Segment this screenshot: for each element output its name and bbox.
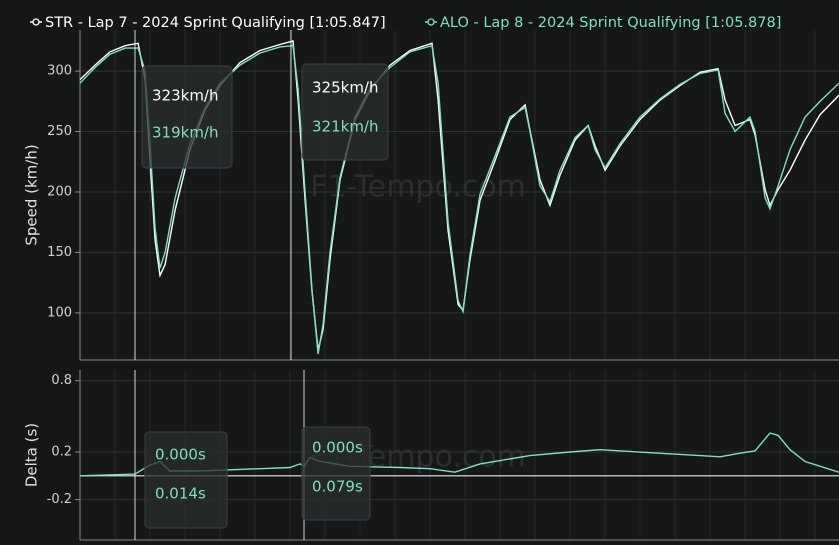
- y-tick-label: -0.2: [47, 492, 72, 507]
- tooltip-box: [301, 63, 389, 161]
- y-tick-label: 0.2: [51, 445, 72, 460]
- y-axis-label: Delta (s): [23, 423, 41, 487]
- y-tick-label: 300: [47, 64, 72, 79]
- tooltip-text: 0.014s: [155, 485, 206, 503]
- line-series: [79, 40, 839, 351]
- tooltip-text: 0.000s: [312, 439, 363, 457]
- legend-label[interactable]: STR - Lap 7 - 2024 Sprint Qualifying [1:…: [45, 15, 386, 31]
- tooltip-box: [144, 431, 228, 529]
- tooltip-text: 325km/h: [312, 79, 379, 97]
- y-tick-label: 0.8: [51, 373, 72, 388]
- y-tick-label: 100: [47, 305, 72, 320]
- legend-icon: [32, 18, 40, 26]
- tooltip-text: 0.000s: [155, 446, 206, 464]
- tooltip-box: [301, 426, 371, 521]
- line-series: [79, 44, 839, 355]
- watermark: F1-Tempo.com: [310, 170, 526, 205]
- tooltip-text: 323km/h: [152, 87, 219, 105]
- tooltip-text: 0.079s: [312, 478, 363, 496]
- tooltip-text: 321km/h: [312, 118, 379, 136]
- legend-label[interactable]: ALO - Lap 8 - 2024 Sprint Qualifying [1:…: [440, 15, 781, 31]
- y-tick-label: 250: [47, 124, 72, 139]
- y-tick-label: 150: [47, 245, 72, 260]
- tooltip-box: [141, 65, 233, 169]
- legend-icon: [427, 18, 435, 26]
- tooltip-text: 319km/h: [152, 124, 219, 142]
- y-tick-label: 200: [47, 184, 72, 199]
- y-axis-label: Speed (km/h): [23, 144, 41, 245]
